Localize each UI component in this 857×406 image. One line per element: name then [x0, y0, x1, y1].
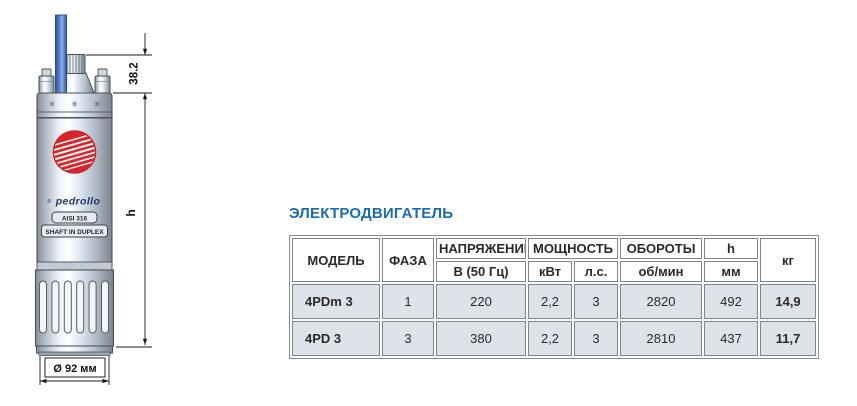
dimension-arrows — [40, 48, 148, 384]
screw-icon: ✳ — [93, 99, 100, 109]
label-shaft: SHAFT IN DUPLEX — [41, 224, 108, 238]
header-row-2: В (50 Гц) кВт л.с. об/мин мм — [292, 261, 816, 282]
cell-hp: 3 — [574, 284, 619, 319]
cell-model: 4PDm 3 — [292, 284, 380, 319]
label-shaft-text: SHAFT IN DUPLEX — [45, 229, 104, 236]
body-seam — [36, 261, 113, 271]
cell-kw: 2,2 — [528, 284, 572, 319]
header-speed: ОБОРОТЫ — [620, 238, 703, 259]
header-h-sub: мм — [704, 261, 759, 282]
header-kg: кг — [760, 238, 817, 282]
cell-hp: 3 — [574, 321, 619, 356]
header-power: МОЩНОСТЬ — [528, 238, 619, 259]
header-power-kw: кВт — [528, 261, 572, 282]
diameter-callout: Ø 92 мм — [44, 357, 106, 378]
cell-phase: 3 — [382, 321, 434, 356]
label-aisi-text: AISI 316 — [62, 215, 88, 222]
screw-icon: ✳ — [71, 99, 78, 109]
motor-top-cap: ✳ ✳ ✳ — [36, 92, 113, 119]
table-row: 4PD 3 3 380 2,2 3 2810 437 11,7 — [292, 321, 817, 356]
pump-drawing: ✳ ✳ ✳ — [0, 0, 220, 401]
cell-model: 4PD 3 — [292, 321, 380, 356]
dimension-top-value: 38.2 — [129, 62, 141, 84]
spec-table-container: МОДЕЛЬ ФАЗА НАПРЯЖЕНИЕ МОЩНОСТЬ ОБОРОТЫ … — [289, 235, 820, 359]
cell-phase: 1 — [382, 284, 434, 319]
table-row: 4PDm 3 1 220 2,2 3 2820 492 14,9 — [292, 284, 817, 319]
brand-registered-mark: ® — [47, 198, 51, 205]
brand-text: ® pedrollo — [47, 196, 100, 208]
header-phase: ФАЗА — [382, 238, 434, 282]
header-voltage: НАПРЯЖЕНИЕ — [436, 238, 526, 259]
header-h: h — [704, 238, 759, 259]
bolt-right — [94, 68, 111, 94]
pedrollo-logo-icon — [50, 130, 99, 174]
header-row-1: МОДЕЛЬ ФАЗА НАПРЯЖЕНИЕ МОЩНОСТЬ ОБОРОТЫ … — [292, 238, 817, 282]
dimension-height-label: h — [124, 209, 138, 216]
cell-voltage: 380 — [436, 321, 526, 356]
header-model: МОДЕЛЬ — [292, 238, 380, 282]
section-title: ЭЛЕКТРОДВИГАТЕЛЬ — [289, 205, 454, 222]
cell-kw: 2,2 — [528, 321, 572, 356]
header-power-hp: л.с. — [574, 261, 619, 282]
cell-voltage: 220 — [436, 284, 526, 319]
cell-kg: 11,7 — [760, 321, 817, 356]
header-speed-sub: об/мин — [620, 261, 703, 282]
cell-h: 492 — [704, 284, 759, 319]
power-cable — [55, 14, 67, 100]
splined-shaft — [63, 54, 86, 74]
header-voltage-sub: В (50 Гц) — [436, 261, 526, 282]
motor-spec-table: МОДЕЛЬ ФАЗА НАПРЯЖЕНИЕ МОЩНОСТЬ ОБОРОТЫ … — [289, 235, 820, 359]
dimension-diameter-value: Ø 92 мм — [53, 363, 96, 375]
cell-h: 437 — [704, 321, 759, 356]
dimension-lines — [39, 33, 152, 385]
screw-icon: ✳ — [48, 99, 55, 109]
cell-rpm: 2810 — [620, 321, 703, 356]
motor-bottom-rim — [36, 345, 113, 356]
cell-rpm: 2820 — [620, 284, 703, 319]
cell-kg: 14,9 — [760, 284, 817, 319]
brand-name: pedrollo — [55, 196, 101, 208]
motor-sleeve — [34, 269, 115, 347]
pump-diagram: ✳ ✳ ✳ — [34, 14, 152, 385]
label-aisi: AISI 316 — [51, 211, 98, 224]
bolt-left — [38, 68, 55, 94]
